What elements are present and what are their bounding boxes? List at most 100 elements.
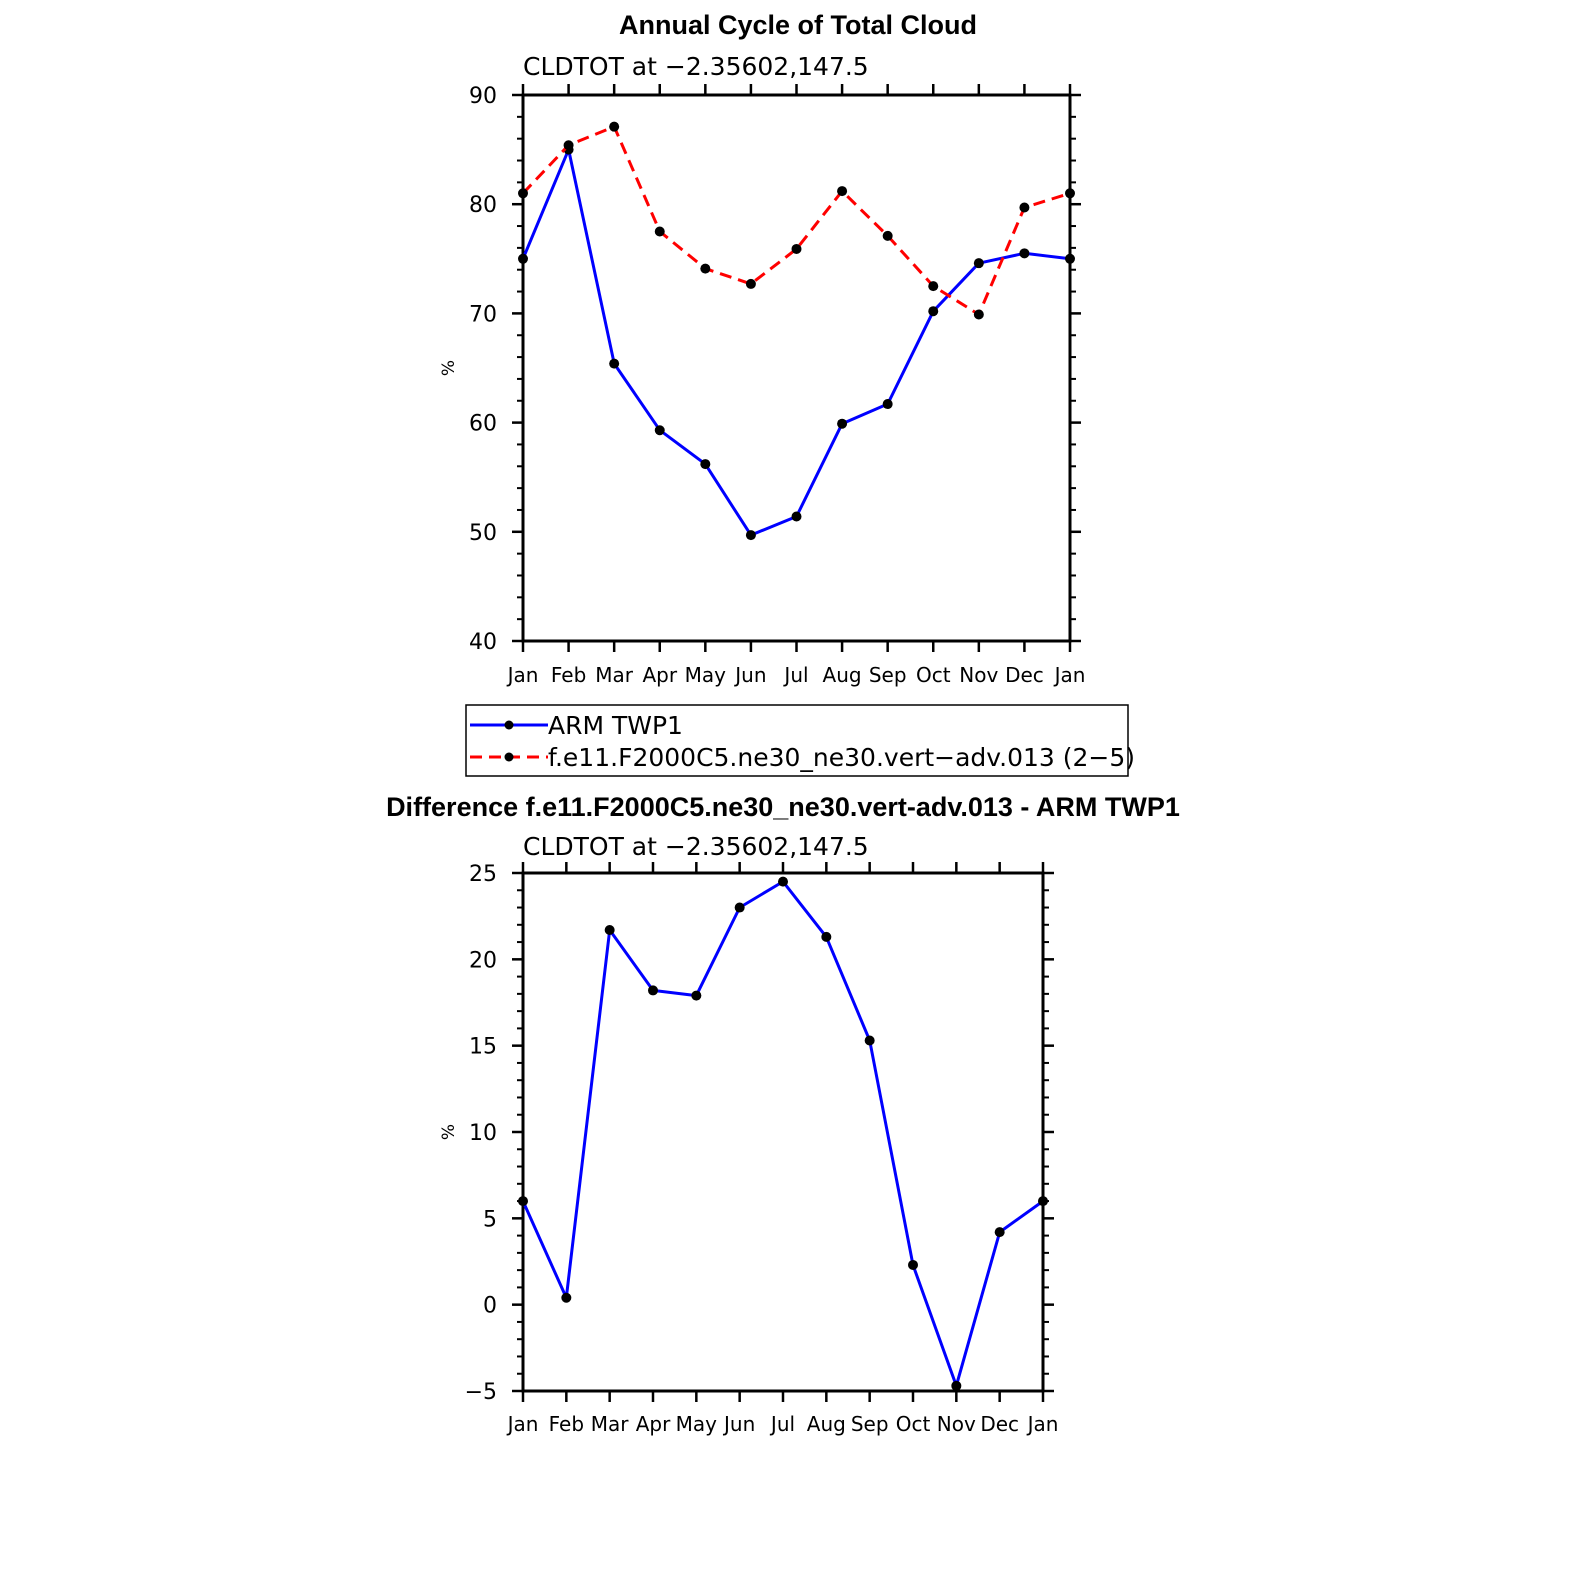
- x-tick-label: Oct: [896, 1412, 931, 1436]
- chart2-subtitle: CLDTOT at −2.35602,147.5: [523, 832, 869, 861]
- chart1-axes: 40 50 60 70 80 90 Jan Feb Mar Apr May Jun Jul Aug Sep O…: [469, 84, 1085, 687]
- x-tick-label: Oct: [916, 663, 951, 687]
- data-point: [1065, 253, 1075, 264]
- x-tick-label: Mar: [591, 1412, 630, 1436]
- chart1-title: Annual Cycle of Total Cloud: [619, 10, 977, 40]
- data-point: [973, 309, 984, 320]
- data-point: [518, 253, 528, 264]
- x-tick-label: Apr: [636, 1412, 671, 1436]
- y-tick-label: 70: [469, 302, 497, 327]
- x-tick-label: Dec: [1005, 663, 1044, 687]
- data-point: [821, 931, 832, 942]
- data-point: [609, 358, 620, 369]
- data-point: [604, 924, 615, 935]
- data-point: [791, 511, 802, 522]
- data-point: [1065, 188, 1075, 199]
- chart1-series: [518, 121, 1075, 541]
- x-tick-label: Jan: [1053, 663, 1086, 687]
- x-tick-label: Feb: [551, 663, 586, 687]
- series-line-0: [521, 880, 1044, 1388]
- data-point: [778, 876, 788, 887]
- data-point: [837, 186, 848, 197]
- data-point: [951, 1380, 962, 1391]
- y-tick-label: 60: [469, 412, 497, 437]
- y-tick-label: −5: [465, 1380, 497, 1405]
- x-tick-label: Sep: [869, 663, 907, 687]
- x-tick-label: Nov: [959, 663, 998, 687]
- data-point: [882, 399, 893, 410]
- y-tick-label: 10: [469, 1121, 497, 1146]
- y-tick-label: 40: [469, 630, 497, 655]
- x-tick-label: Feb: [549, 1412, 584, 1436]
- legend-label-model: f.e11.F2000C5.ne30_ne30.vert−adv.013 (2−…: [548, 743, 1135, 772]
- data-point: [609, 121, 620, 132]
- data-point: [994, 1227, 1005, 1238]
- data-point: [1019, 202, 1030, 213]
- difference-chart: Difference f.e11.F2000C5.ne30_ne30.vert-…: [386, 792, 1180, 1436]
- chart2-ylabel: %: [439, 1124, 459, 1140]
- chart1-legend: ARM TWP1 f.e11.F2000C5.ne30_ne30.vert−ad…: [465, 704, 1135, 777]
- x-tick-label: Sep: [851, 1412, 889, 1436]
- data-point: [563, 140, 574, 151]
- chart2-series: [518, 876, 1048, 1391]
- y-tick-label: 20: [469, 948, 497, 973]
- data-point: [745, 530, 756, 541]
- y-tick-label: 50: [469, 521, 497, 546]
- data-point: [700, 459, 711, 470]
- x-tick-label: Jan: [506, 1412, 539, 1436]
- chart2-title: Difference f.e11.F2000C5.ne30_ne30.vert-…: [386, 792, 1180, 822]
- data-point: [700, 263, 711, 274]
- data-point: [928, 306, 939, 317]
- data-point: [791, 243, 802, 254]
- plot-frame: [521, 93, 1072, 643]
- chart1-subtitle: CLDTOT at −2.35602,147.5: [523, 52, 869, 81]
- data-point: [864, 1035, 875, 1046]
- data-point: [745, 278, 756, 289]
- data-point: [928, 281, 939, 292]
- data-point: [518, 188, 528, 199]
- data-point: [561, 1292, 572, 1303]
- data-point: [882, 230, 893, 241]
- x-tick-label: Nov: [937, 1412, 976, 1436]
- data-point: [837, 418, 848, 429]
- y-tick-label: 5: [483, 1207, 497, 1232]
- y-tick-label: 0: [483, 1294, 497, 1319]
- x-tick-label: Jul: [782, 663, 808, 687]
- legend-marker-arm: [504, 720, 514, 730]
- y-tick-label: 25: [469, 862, 497, 887]
- x-tick-label: Apr: [642, 663, 677, 687]
- y-tick-label: 80: [469, 193, 497, 218]
- series-line-0: [521, 148, 1071, 537]
- x-tick-label: Mar: [595, 663, 634, 687]
- data-point: [734, 902, 745, 913]
- y-tick-label: 90: [469, 84, 497, 109]
- plot-frame: [521, 871, 1045, 1393]
- x-tick-label: May: [676, 1412, 718, 1436]
- data-point: [973, 258, 984, 269]
- data-point: [691, 990, 702, 1001]
- x-tick-label: Dec: [980, 1412, 1019, 1436]
- data-point: [648, 985, 658, 996]
- data-point: [654, 226, 665, 237]
- data-point: [1019, 248, 1030, 259]
- x-tick-label: Jan: [506, 663, 539, 687]
- legend-box: [465, 704, 1129, 777]
- x-tick-label: Jun: [733, 663, 766, 687]
- series-line-1: [521, 125, 1071, 316]
- data-point: [518, 1196, 528, 1207]
- x-tick-label: May: [685, 663, 727, 687]
- chart2-axes: −5 0 5 10 15 20 25 Jan Feb Mar Apr May Jun Jul Aug Sep O…: [465, 862, 1059, 1436]
- data-point: [1038, 1196, 1048, 1207]
- legend-marker-model: [504, 752, 514, 762]
- x-tick-label: Jul: [769, 1412, 795, 1436]
- x-tick-label: Aug: [807, 1412, 846, 1436]
- x-tick-label: Jun: [722, 1412, 755, 1436]
- annual-cycle-chart: Annual Cycle of Total Cloud CLDTOT at −2…: [439, 10, 1085, 687]
- x-tick-label: Jan: [1026, 1412, 1059, 1436]
- x-tick-label: Aug: [823, 663, 862, 687]
- data-point: [654, 425, 665, 436]
- legend-label-arm: ARM TWP1: [548, 711, 683, 740]
- chart1-ylabel: %: [439, 360, 459, 376]
- y-tick-label: 15: [469, 1035, 497, 1060]
